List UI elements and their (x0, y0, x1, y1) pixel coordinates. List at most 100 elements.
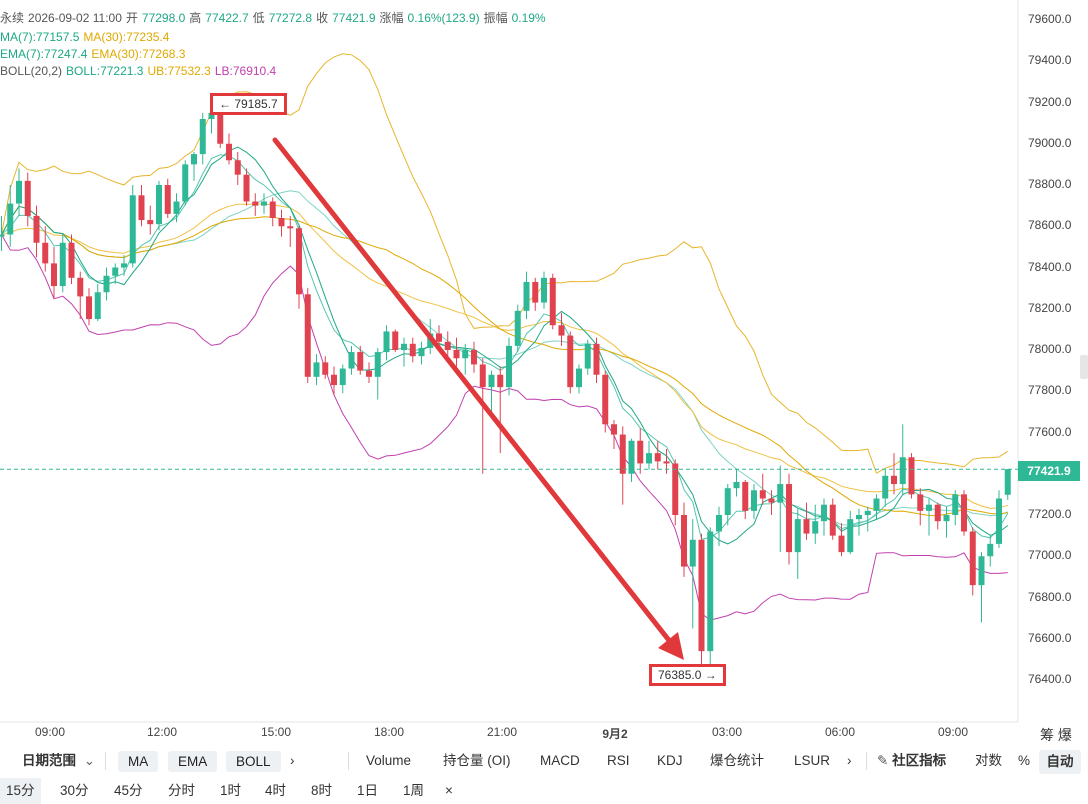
candle-body (182, 164, 189, 202)
candle-body (261, 201, 267, 206)
candle-body (173, 201, 180, 214)
line1-field-5: 77422.7 (205, 11, 249, 25)
kdj-indicator[interactable]: KDJ (657, 753, 683, 768)
candle-body (987, 543, 994, 557)
date-range-dropdown[interactable]: 日期范围 ⌄ (22, 746, 95, 776)
corner-icons[interactable]: 筹 爆 (1040, 727, 1072, 743)
log-scale-toggle[interactable]: 对数 (975, 753, 1002, 768)
y-tick-label: 76400.0 (1028, 672, 1072, 686)
candle-body (917, 494, 924, 511)
candle-body (94, 292, 101, 320)
ma30-line (1, 205, 1008, 517)
timeframe-4[interactable]: 1时 (220, 783, 242, 798)
community-indicators-label: 社区指标 (892, 753, 947, 768)
candle-body (698, 539, 705, 652)
volume-indicator[interactable]: Volume (366, 753, 412, 768)
boll-button[interactable]: BOLL (226, 751, 281, 772)
line1-field-0: 永续 (0, 11, 25, 25)
candle-body (506, 345, 512, 388)
close-icon[interactable]: × (445, 783, 453, 798)
candle-body (619, 434, 626, 474)
line1-field-1: 2026-09-02 11:00 (28, 11, 122, 25)
line4-field-0: BOLL(20,2) (0, 64, 63, 78)
candle-body (733, 482, 740, 489)
open-interest-indicator[interactable]: 持仓量 (OI) (443, 753, 511, 768)
y-tick-label: 78000.0 (1028, 342, 1072, 356)
auto-scale-toggle[interactable]: 自动 (1039, 750, 1081, 774)
ma-info: MA(7):77157.5 MA(30):77235.4 (0, 30, 173, 44)
candle-body (908, 457, 915, 495)
y-tick-label: 77000.0 (1028, 548, 1072, 563)
candle-body (891, 475, 897, 485)
panel-toggle-handle[interactable] (1080, 355, 1088, 379)
timeframe-3[interactable]: 分时 (168, 783, 195, 798)
ma-button[interactable]: MA (118, 751, 159, 772)
candle-body (121, 263, 127, 268)
line1-field-11: 0.16%(123.9) (407, 11, 480, 25)
candle-body (444, 341, 451, 350)
candle-body (611, 424, 617, 435)
timeframe-2[interactable]: 45分 (114, 783, 143, 798)
ema7-line (1, 154, 1009, 540)
candle-body (882, 475, 889, 499)
more-overlays-arrow-icon[interactable]: › (290, 753, 295, 768)
liquidation-stats-indicator[interactable]: 爆仓统计 (710, 753, 764, 768)
macd-indicator[interactable]: MACD (540, 753, 580, 768)
low-callout: 76385.0 → (649, 664, 726, 686)
divider (348, 752, 349, 770)
timeframe-1[interactable]: 30分 (60, 783, 89, 798)
ema30-line (1, 203, 1008, 509)
y-tick-label: 77600.0 (1028, 424, 1072, 439)
rsi-indicator[interactable]: RSI (607, 753, 630, 768)
candle-body (899, 457, 906, 485)
y-tick-label: 79600.0 (1028, 12, 1072, 26)
y-tick-label: 76600.0 (1028, 630, 1072, 645)
candle-body (339, 368, 346, 386)
x-tick-label: 06:00 (824, 725, 856, 739)
x-tick-label: 09:00 (34, 725, 66, 739)
candle-body (86, 296, 92, 320)
chart-canvas[interactable] (0, 0, 1088, 745)
candle-body (331, 374, 337, 386)
timeframe-6[interactable]: 8时 (311, 783, 333, 798)
candle-body (68, 242, 75, 278)
timeframe-8[interactable]: 1周 (403, 783, 425, 798)
candle-body (33, 215, 40, 243)
candle-body (0, 234, 5, 237)
candle-body (672, 463, 679, 515)
timeframe-7[interactable]: 1日 (357, 783, 379, 798)
timeframe-0[interactable]: 15分 (0, 778, 41, 804)
candle-body (523, 281, 530, 311)
line4-field-1: BOLL:77221.3 (66, 64, 144, 78)
candle-body (471, 350, 477, 365)
divider (105, 752, 106, 770)
candle-body (191, 154, 197, 165)
candle-body (873, 498, 880, 511)
ema-button[interactable]: EMA (168, 751, 218, 772)
line1-field-3: 77298.0 (141, 11, 186, 25)
community-indicators-button[interactable]: ✎ 社区指标 (877, 746, 946, 776)
candle-body (226, 143, 232, 161)
candle-body (77, 277, 84, 297)
y-tick-label: 78800.0 (1028, 177, 1072, 191)
y-tick-label: 76800.0 (1028, 589, 1072, 604)
candle-body (287, 226, 294, 229)
x-tick-label: 12:00 (146, 725, 178, 739)
candle-body (514, 310, 521, 346)
percent-scale-toggle[interactable]: % (1018, 753, 1031, 768)
line1-field-4: 高 (189, 11, 202, 25)
candle-body (453, 350, 460, 359)
more-indicators-arrow-icon[interactable]: › (847, 753, 852, 768)
timeframe-bar: 15分 30分 45分 分时 1时 4时 8时 1日 1周 × (0, 778, 1088, 804)
candle-body (1004, 469, 1011, 495)
candle-body (759, 490, 766, 499)
timeframe-5[interactable]: 4时 (265, 783, 287, 798)
lsur-indicator[interactable]: LSUR (794, 753, 831, 768)
candle-body (138, 195, 145, 221)
line1-field-7: 77272.8 (268, 11, 313, 25)
candle-body (199, 119, 206, 155)
candle-body (996, 498, 1002, 544)
candle-body (751, 490, 757, 511)
date-range-label: 日期范围 (22, 753, 76, 768)
candle-body (156, 185, 162, 225)
